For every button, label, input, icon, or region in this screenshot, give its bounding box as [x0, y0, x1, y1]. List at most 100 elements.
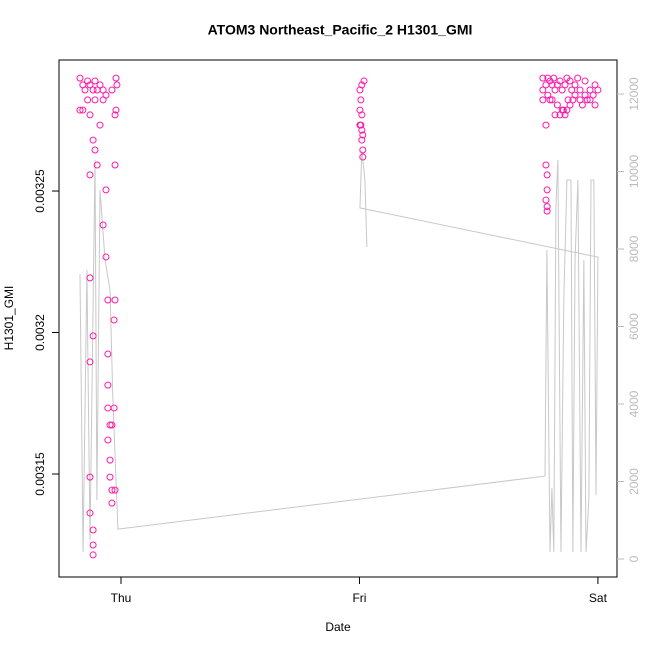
x-axis-label: Date — [325, 620, 351, 634]
point — [89, 526, 97, 534]
point — [89, 136, 97, 144]
point — [91, 146, 99, 154]
point — [102, 186, 110, 194]
point — [86, 509, 94, 517]
point — [563, 106, 571, 114]
point — [539, 86, 547, 94]
point — [548, 81, 556, 89]
chart-title: ATOM3 Northeast_Pacific_2 H1301_GMI — [208, 22, 473, 38]
point — [111, 111, 119, 119]
y2-tick-label: 0 — [627, 555, 641, 562]
point — [99, 96, 107, 104]
point — [576, 86, 584, 94]
point — [99, 221, 107, 229]
point — [81, 86, 89, 94]
point — [359, 153, 367, 161]
point — [561, 111, 569, 119]
point — [550, 74, 558, 82]
point — [544, 91, 552, 99]
point — [91, 77, 99, 85]
point — [589, 91, 597, 99]
point — [543, 203, 551, 211]
point — [108, 499, 116, 507]
y2-tick-label: 10000 — [627, 154, 641, 188]
point — [583, 96, 591, 104]
point — [102, 253, 110, 261]
point — [108, 421, 116, 429]
point — [543, 207, 551, 215]
point — [104, 296, 112, 304]
point — [89, 86, 97, 94]
point — [104, 381, 112, 389]
point — [76, 74, 84, 82]
point — [110, 316, 118, 324]
y2-tick-label: 2000 — [627, 468, 641, 495]
point — [586, 86, 594, 94]
point — [358, 81, 366, 89]
point — [111, 296, 119, 304]
point — [594, 86, 602, 94]
point — [84, 96, 92, 104]
y-tick-label: 0.0032 — [33, 314, 47, 351]
point — [556, 77, 564, 85]
point — [568, 86, 576, 94]
point — [357, 121, 365, 129]
point — [558, 86, 566, 94]
y2-tick-label: 6000 — [627, 313, 641, 340]
point — [106, 473, 114, 481]
point — [106, 456, 114, 464]
point — [108, 486, 116, 494]
point — [359, 131, 367, 139]
point — [112, 106, 120, 114]
point — [551, 111, 559, 119]
point — [111, 161, 119, 169]
y-axis-label: H1301_GMI — [2, 286, 16, 351]
point — [542, 161, 550, 169]
point — [564, 96, 572, 104]
x-tick-label: Sat — [589, 591, 608, 605]
point — [86, 111, 94, 119]
y2-tick-label: 12000 — [627, 77, 641, 111]
point — [113, 81, 121, 89]
point — [591, 81, 599, 89]
point — [112, 74, 120, 82]
point — [86, 171, 94, 179]
point — [358, 136, 366, 144]
point — [586, 96, 594, 104]
y-tick-label: 0.00315 — [33, 452, 47, 496]
y2-tick-label: 8000 — [627, 235, 641, 262]
point — [553, 101, 561, 109]
point — [110, 404, 118, 412]
point — [556, 111, 564, 119]
point — [539, 74, 547, 82]
point — [89, 551, 97, 559]
point — [358, 111, 366, 119]
point — [111, 486, 119, 494]
point — [578, 101, 586, 109]
point — [543, 186, 551, 194]
point — [106, 421, 114, 429]
point — [104, 350, 112, 358]
x-tick-label: Thu — [111, 591, 132, 605]
point — [89, 541, 97, 549]
point — [360, 77, 368, 85]
point — [543, 171, 551, 179]
point — [542, 121, 550, 129]
point — [96, 81, 104, 89]
point — [571, 91, 579, 99]
point — [86, 473, 94, 481]
point — [542, 196, 550, 204]
point — [571, 81, 579, 89]
point — [93, 161, 101, 169]
point — [104, 436, 112, 444]
point — [574, 74, 582, 82]
point — [91, 96, 99, 104]
point — [559, 106, 567, 114]
x-tick-label: Fri — [352, 591, 366, 605]
point — [86, 358, 94, 366]
point — [76, 106, 84, 114]
point — [591, 101, 599, 109]
point — [358, 126, 366, 134]
point — [79, 106, 87, 114]
